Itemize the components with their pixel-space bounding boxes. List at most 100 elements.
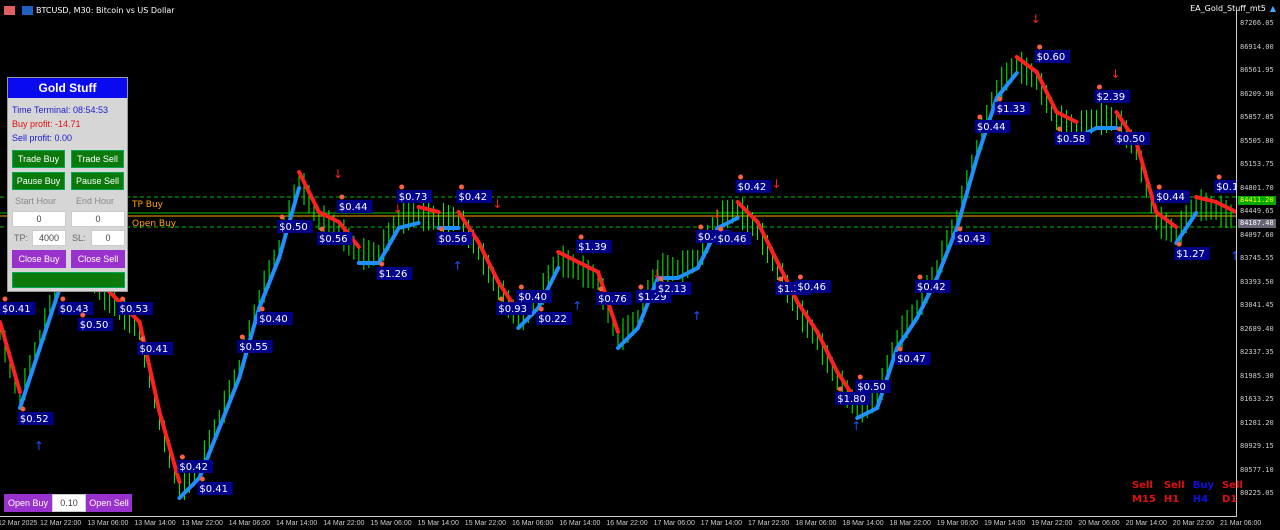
price-chart[interactable]: $0.41 $0.52 $0.43 $0.50 $0.53 $0.41 $0.42 $0.41… xyxy=(0,0,1236,516)
profit-label-box xyxy=(137,341,174,355)
price-tick: 84801.70 xyxy=(1240,183,1274,192)
trend-line-segment xyxy=(1034,70,1059,114)
time-axis-border xyxy=(0,516,1237,517)
time-tick: 20 Mar 22:00 xyxy=(1172,520,1215,527)
sell-arrow-icon: ↓ xyxy=(772,177,782,191)
trend-line-segment xyxy=(297,170,321,214)
profit-label-box xyxy=(974,120,1011,134)
trend-line-segment xyxy=(17,346,42,411)
time-tick: 14 Mar 22:00 xyxy=(323,520,365,527)
pause-buy-button[interactable]: Pause Buy xyxy=(12,172,65,190)
profit-label-box xyxy=(396,189,433,203)
profit-label: $0.50 xyxy=(279,222,308,233)
trade-marker xyxy=(738,174,744,180)
close-sell-button[interactable]: Close Sell xyxy=(71,250,125,268)
profit-label-box xyxy=(895,352,931,366)
price-tick: 81281.20 xyxy=(1240,418,1274,427)
profit-label: $0.41 xyxy=(2,304,31,315)
expert-advisor-label[interactable]: EA_Gold_Stuff_mt5 ▲ xyxy=(1190,4,1276,14)
trend-d1-label: D1 xyxy=(1221,494,1238,505)
profit-label-box xyxy=(257,312,293,326)
buy-arrow-icon: ↑ xyxy=(453,259,463,273)
trend-table: Sell Sell Buy Sell M15 H1 H4 D1 xyxy=(1132,480,1243,506)
time-tick: 20 Mar 06:00 xyxy=(1078,520,1120,527)
trend-line-segment xyxy=(994,70,1019,101)
profit-label: $0.50 xyxy=(1116,134,1145,145)
profit-label: $1.26 xyxy=(379,269,408,280)
sell-arrow-icon: ↓ xyxy=(393,202,403,216)
trade-marker xyxy=(20,406,26,412)
profit-label: $0.40 xyxy=(518,292,547,303)
trend-line-segment xyxy=(556,249,581,264)
profit-label: $0.42 xyxy=(738,182,767,193)
open-buy-button[interactable]: Open Buy xyxy=(4,494,52,512)
time-tick: 18 Mar 14:00 xyxy=(842,520,884,527)
tp-buy-line-label: TP Buy xyxy=(132,200,163,210)
pause-sell-button[interactable]: Pause Sell xyxy=(71,172,124,190)
profit-label: $1.36 xyxy=(777,284,806,295)
trend-h4-label: H4 xyxy=(1192,494,1209,505)
time-terminal: Time Terminal: 08:54:53 xyxy=(12,105,109,115)
trend-line-segment xyxy=(1214,199,1236,214)
trend-line-segment xyxy=(715,215,740,230)
sell-arrow-icon: ↓ xyxy=(712,207,722,221)
trend-line-segment xyxy=(516,306,541,330)
trend-line-segment xyxy=(875,346,900,411)
buy-arrow-icon: ↑ xyxy=(851,419,861,433)
trade-marker xyxy=(598,286,604,292)
close-buy-button[interactable]: Close Buy xyxy=(12,250,66,268)
trade-marker xyxy=(439,226,445,232)
trend-line-segment xyxy=(1174,211,1199,246)
trade-marker xyxy=(339,194,345,200)
trade-buy-button[interactable]: Trade Buy xyxy=(12,150,65,168)
trade-marker xyxy=(1116,126,1122,132)
price-tick: 85857.85 xyxy=(1240,113,1274,121)
panel-title: Gold Stuff xyxy=(8,78,127,98)
time-tick: 13 Mar 22:00 xyxy=(181,520,223,527)
ea-hat-icon: ▲ xyxy=(1269,4,1276,13)
sell-arrow-icon: ↓ xyxy=(492,197,502,211)
profit-label: $1.33 xyxy=(997,104,1026,115)
trade-marker xyxy=(1096,84,1102,90)
profit-label-box xyxy=(316,231,353,245)
time-tick: 14 Mar 06:00 xyxy=(228,520,271,527)
start-hour-label: Start Hour xyxy=(15,196,57,206)
open-sell-button[interactable]: Open Sell xyxy=(86,494,132,512)
lot-size-input[interactable]: 0.10 xyxy=(52,494,86,512)
time-tick: 13 Mar 14:00 xyxy=(134,520,176,527)
buy-arrow-icon: ↑ xyxy=(692,309,702,323)
price-tick: 82689.40 xyxy=(1240,324,1274,333)
time-tick: 19 Mar 22:00 xyxy=(1031,520,1073,527)
trade-marker xyxy=(120,296,126,302)
profit-label: $0.46 xyxy=(718,234,747,245)
chart-title-bar: BTCUSD, M30: Bitcoin vs US Dollar xyxy=(0,0,900,20)
chart-grid-icon xyxy=(4,5,15,15)
start-hour-input[interactable]: 0 xyxy=(12,211,66,227)
trade-marker xyxy=(638,284,644,290)
profit-label-box xyxy=(237,339,273,353)
trade-marker xyxy=(1037,44,1043,50)
trade-marker xyxy=(239,334,245,340)
trend-line-segment xyxy=(456,209,481,245)
trend-line-segment xyxy=(635,275,660,330)
chart-title: BTCUSD, M30: Bitcoin vs US Dollar xyxy=(36,5,175,15)
profit-label: $0.44 xyxy=(1156,192,1185,203)
profit-label: $2.39 xyxy=(1096,92,1125,103)
sl-input[interactable]: 0 xyxy=(91,230,125,246)
trade-sell-button[interactable]: Trade Sell xyxy=(71,150,124,168)
time-tick: 12 Mar 2025 xyxy=(0,520,38,527)
tp-input[interactable]: 4000 xyxy=(32,230,66,246)
trade-marker xyxy=(578,234,584,240)
close-all-button[interactable] xyxy=(12,272,125,288)
profit-label-box xyxy=(655,281,692,295)
end-hour-input[interactable]: 0 xyxy=(71,211,125,227)
profit-label-box xyxy=(795,279,831,293)
trade-marker xyxy=(897,346,903,352)
trend-line-segment xyxy=(1014,54,1039,75)
sl-label: SL: xyxy=(72,233,86,243)
trade-marker xyxy=(379,261,385,267)
trade-marker xyxy=(957,226,963,232)
trade-marker xyxy=(538,306,544,312)
trend-line-segment xyxy=(476,240,501,285)
profit-label-box xyxy=(855,380,891,394)
